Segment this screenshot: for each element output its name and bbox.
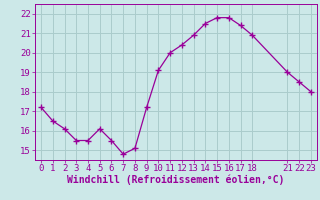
X-axis label: Windchill (Refroidissement éolien,°C): Windchill (Refroidissement éolien,°C) xyxy=(67,175,285,185)
